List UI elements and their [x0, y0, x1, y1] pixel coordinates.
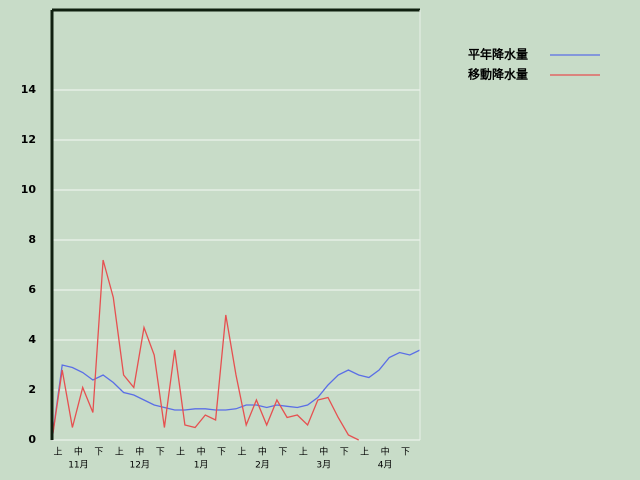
legend-label: 移動降水量 [468, 67, 528, 82]
x-tick-label: 上 [360, 447, 369, 458]
x-tick-label: 中 [74, 446, 83, 458]
data-line [51, 349, 421, 441]
month-label: 1月 [194, 460, 209, 471]
data-line [51, 259, 359, 441]
x-tick-label: 中 [381, 446, 390, 458]
plot [51, 259, 421, 441]
y-tick-label: 2 [28, 383, 36, 396]
y-tick-label: 6 [28, 283, 36, 296]
y-tick-label: 0 [28, 433, 36, 446]
x-tick-label: 上 [115, 447, 124, 458]
y-tick-label: 8 [28, 233, 36, 246]
y-tick-label: 10 [21, 183, 37, 196]
x-tick-label: 上 [53, 447, 62, 458]
y-tick-label: 12 [21, 133, 36, 146]
month-label: 2月 [255, 460, 270, 471]
x-tick-label: 下 [401, 448, 410, 458]
grid [52, 89, 420, 441]
x-tick-label: 下 [217, 448, 226, 458]
legend-label: 平年降水量 [468, 47, 528, 62]
x-tick-label: 下 [340, 448, 349, 458]
month-label: 12月 [130, 460, 150, 471]
x-tick-label: 中 [319, 446, 328, 458]
y-tick-label: 4 [28, 333, 36, 346]
x-tick-label: 下 [156, 448, 165, 458]
x-tick-label: 下 [94, 448, 103, 458]
month-label: 4月 [378, 460, 393, 471]
x-tick-label: 上 [299, 447, 308, 458]
y-tick-label: 14 [21, 83, 37, 96]
x-tick-label: 中 [197, 446, 206, 458]
x-tick-label: 中 [258, 446, 267, 458]
month-label: 3月 [316, 460, 331, 471]
x-tick-label: 中 [135, 446, 144, 458]
x-tick-label: 下 [278, 448, 287, 458]
x-tick-label: 上 [237, 447, 246, 458]
x-tick-label: 上 [176, 447, 185, 458]
month-label: 11月 [68, 460, 88, 471]
